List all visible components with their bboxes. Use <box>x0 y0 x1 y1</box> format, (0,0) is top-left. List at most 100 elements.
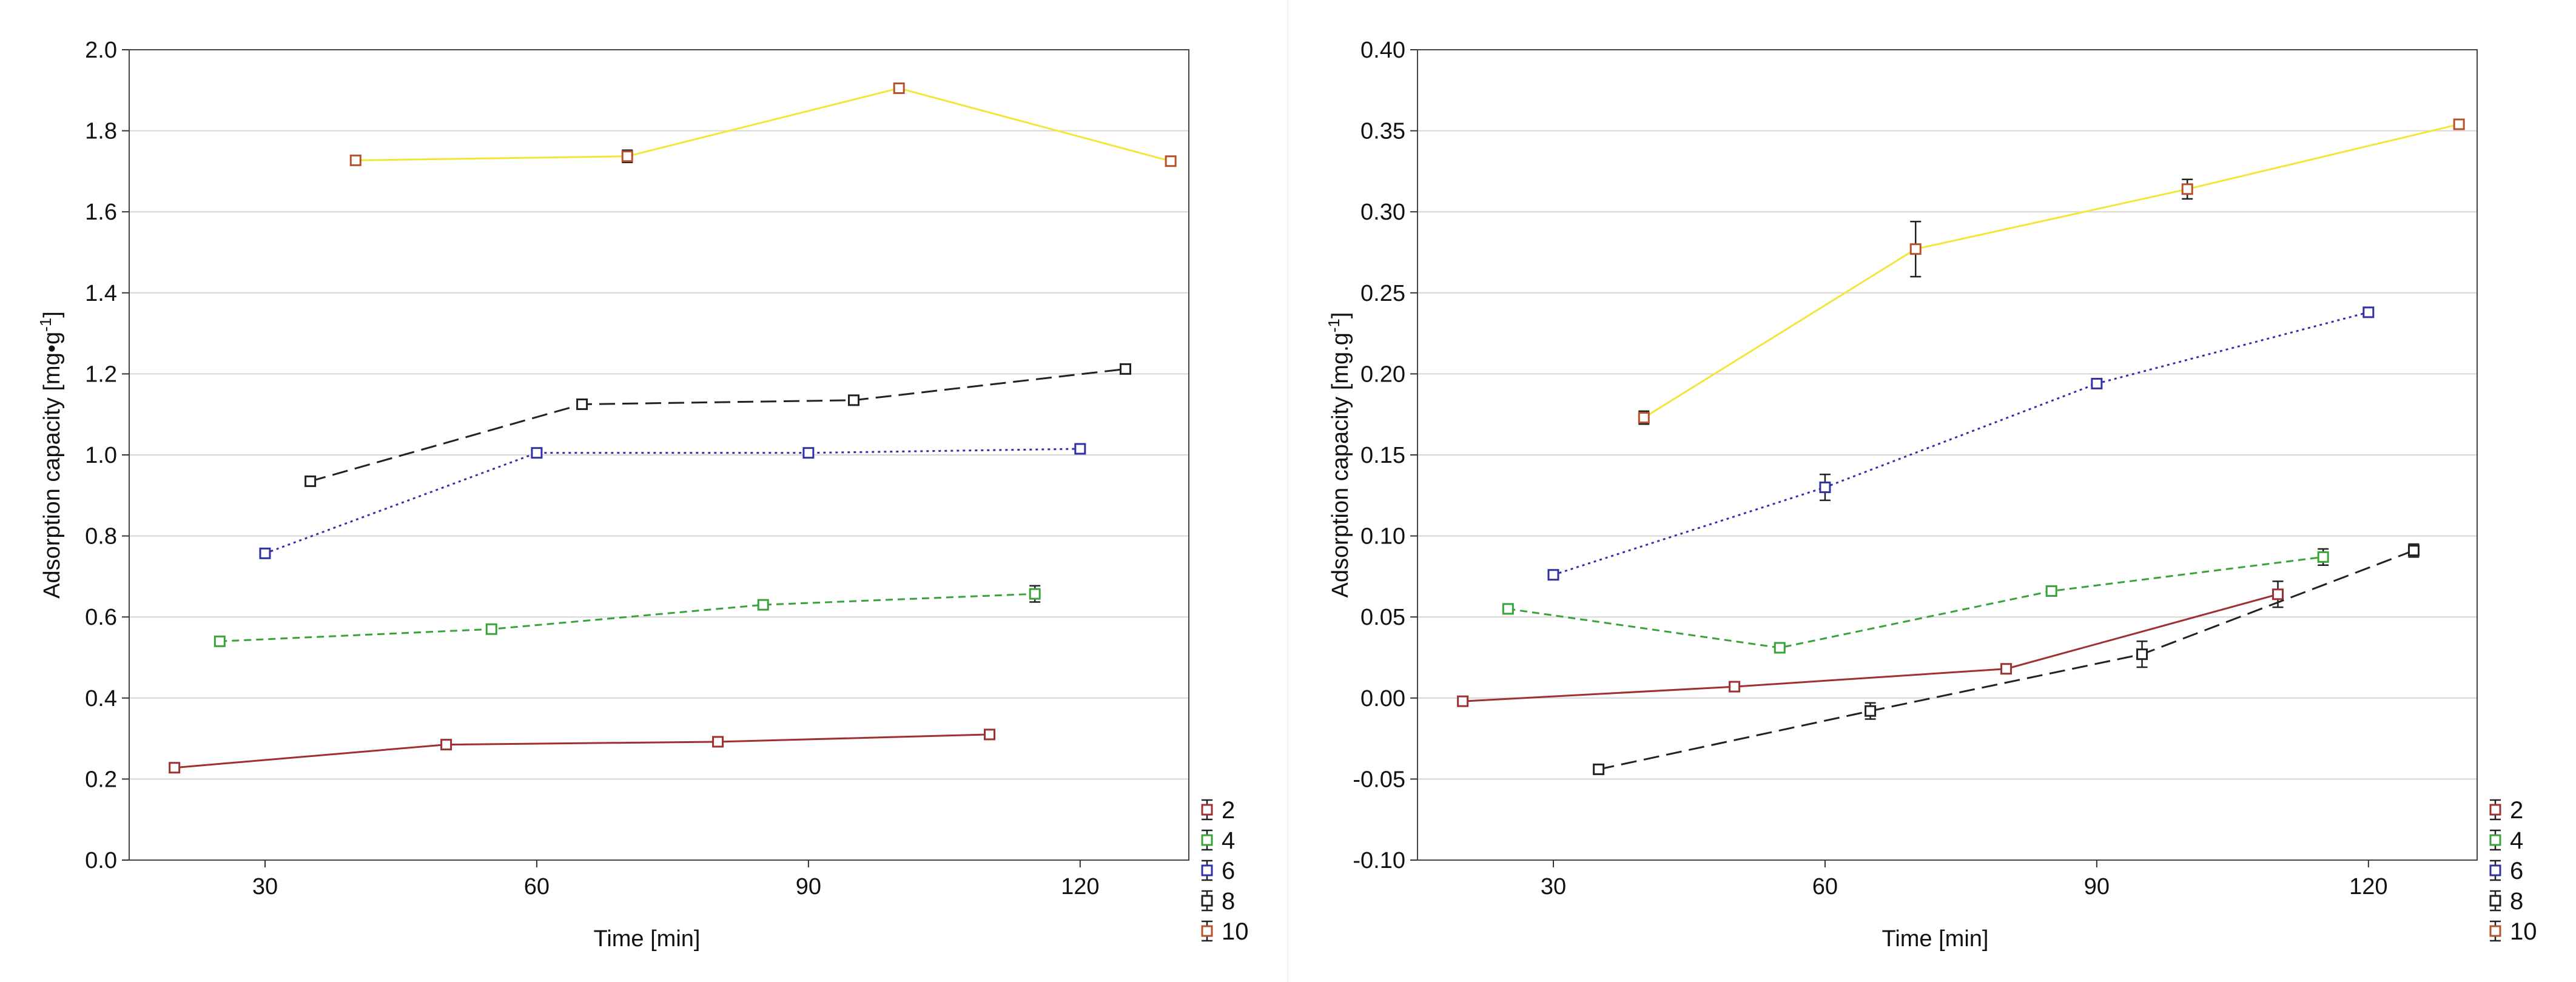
adsorption-chart-left: 0.0 0.2 0.4 0.6 0.8 1.0 1.2 1.4 1.6 1.8 2.0 30 60 90 1… <box>36 38 1249 952</box>
data-point <box>1593 763 1605 775</box>
y-tick-label: 1.4 <box>85 281 117 306</box>
data-point <box>1457 695 1469 707</box>
data-point <box>1729 681 1741 693</box>
data-point <box>712 736 724 748</box>
x-tick-label: 90 <box>2084 874 2110 900</box>
data-point <box>2407 545 2420 557</box>
legend-label-8: 8 <box>2510 888 2523 915</box>
y-tick-label: 0.20 <box>1360 362 1405 387</box>
data-point <box>2362 306 2375 318</box>
data-point <box>576 399 588 410</box>
legend-marker-8 <box>1201 895 1213 907</box>
data-point <box>1865 705 1877 717</box>
y-tick-label: 0.8 <box>85 524 117 550</box>
data-point <box>440 739 452 751</box>
series-line-10 <box>355 87 1171 163</box>
x-tick-label: 60 <box>524 874 550 900</box>
legend-label-6: 6 <box>1222 858 1235 884</box>
data-point <box>2045 585 2057 597</box>
legend-label-2: 2 <box>1222 797 1235 824</box>
x-tick-label: 90 <box>796 874 821 900</box>
series-6 <box>259 443 1086 559</box>
data-point <box>214 635 226 647</box>
legend-label-6: 6 <box>2510 858 2523 884</box>
series-line-10 <box>1643 123 2460 419</box>
data-point <box>1029 588 1041 600</box>
y-tick-label: 0.6 <box>85 605 117 630</box>
legend-marker-2 <box>2489 804 2501 816</box>
legend-label-2: 2 <box>2510 797 2523 824</box>
y-tick-label: 1.6 <box>85 200 117 225</box>
series-8 <box>1593 543 2420 775</box>
legend-marker-2 <box>1201 804 1213 816</box>
series-line-2 <box>174 733 990 769</box>
chart-panel-right: -0.10 -0.05 0.00 0.05 0.10 0.15 0.20 0.25 0.30 0.… <box>1288 0 2576 982</box>
y-tick-label: 0.0 <box>85 848 117 873</box>
y-axis-label: Adsorption capacity [mg.g-1] <box>1325 312 1353 598</box>
x-tick-label: 30 <box>252 874 278 900</box>
y-tick-label: 0.05 <box>1360 605 1405 630</box>
series-2 <box>1457 580 2284 707</box>
series-6 <box>1547 306 2375 581</box>
legend-marker-8 <box>2489 895 2501 907</box>
y-tick-label: 0.40 <box>1360 38 1405 63</box>
legend-marker-4 <box>2489 834 2501 846</box>
data-point <box>1638 412 1650 424</box>
legend-marker-10 <box>1201 925 1213 937</box>
legend-label-8: 8 <box>1222 888 1235 915</box>
data-point <box>802 447 815 459</box>
x-tick-label: 30 <box>1541 874 1566 900</box>
legend: 2 4 6 8 10 <box>2489 797 2537 945</box>
y-tick-label: -0.10 <box>1353 848 1405 873</box>
legend-marker-10 <box>2489 925 2501 937</box>
data-point <box>2000 663 2013 675</box>
x-tick-label: 60 <box>1812 874 1838 900</box>
y-tick-label: 1.8 <box>85 119 117 144</box>
y-tick-label: 0.10 <box>1360 524 1405 550</box>
data-point <box>848 394 860 406</box>
x-tick-label: 120 <box>1061 874 1099 900</box>
legend-label-4: 4 <box>1222 827 1235 854</box>
data-point <box>1165 155 1177 167</box>
series-4 <box>1502 548 2329 654</box>
y-tick-label: 1.2 <box>85 362 117 387</box>
legend-marker-6 <box>1201 864 1213 876</box>
data-point <box>1909 243 1922 255</box>
series-line-4 <box>1508 556 2324 649</box>
series-line-8 <box>310 368 1126 482</box>
data-point <box>2091 377 2103 389</box>
legend-marker-6 <box>2489 864 2501 876</box>
data-point <box>1119 363 1131 375</box>
y-axis-label-unit-sup: -1 <box>36 318 55 332</box>
data-point <box>1074 443 1086 455</box>
x-tick-label: 120 <box>2349 874 2387 900</box>
data-point <box>2136 648 2148 661</box>
data-point <box>1819 481 1831 493</box>
data-point <box>2317 551 2329 563</box>
data-point <box>349 154 362 166</box>
data-point <box>531 447 543 459</box>
series-line-2 <box>1462 593 2278 702</box>
data-point <box>169 762 181 774</box>
y-tick-label: 0.30 <box>1360 200 1405 225</box>
y-tick-label: 0.4 <box>85 686 117 711</box>
data-point <box>304 475 317 487</box>
data-point <box>1547 569 1559 581</box>
data-point <box>1502 603 1514 615</box>
legend-label-10: 10 <box>1222 918 1249 945</box>
series-line-4 <box>220 593 1035 642</box>
chart-panel-left: 0.0 0.2 0.4 0.6 0.8 1.0 1.2 1.4 1.6 1.8 2.0 30 60 90 1… <box>36 38 1249 952</box>
series-4 <box>214 585 1041 647</box>
data-point <box>893 82 905 94</box>
x-axis-label: Time [min] <box>594 926 701 952</box>
y-tick-label: 0.35 <box>1360 119 1405 144</box>
data-point <box>984 728 996 741</box>
series-10 <box>1638 118 2465 425</box>
legend-label-4: 4 <box>2510 827 2523 854</box>
series-line-8 <box>1598 550 2415 770</box>
series-10 <box>349 82 1177 167</box>
y-tick-label: 0.25 <box>1360 281 1405 306</box>
y-tick-label: 0.2 <box>85 767 117 792</box>
series-8 <box>304 363 1131 487</box>
series-line-6 <box>1553 311 2369 576</box>
